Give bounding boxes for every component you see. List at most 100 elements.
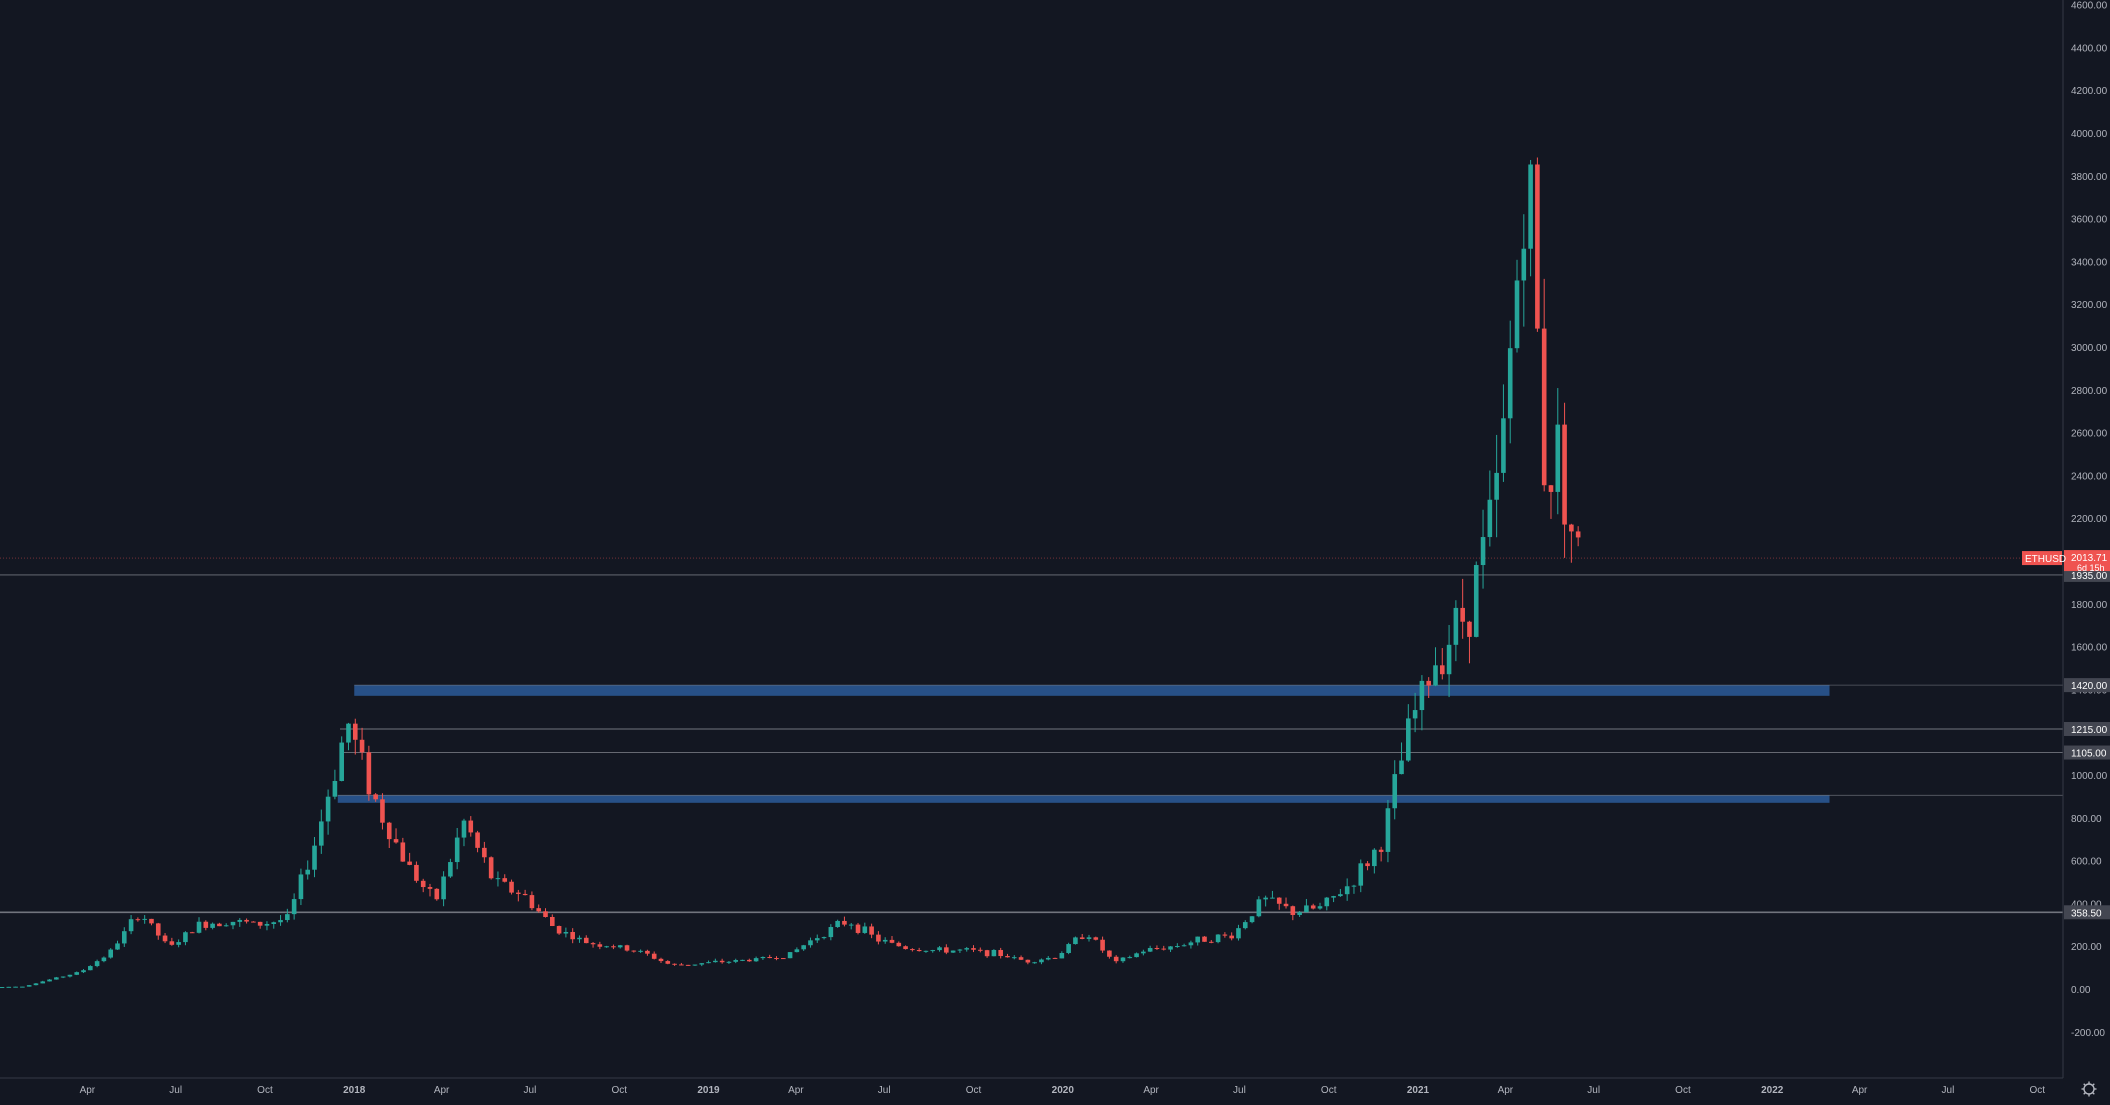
candle-body [964,948,970,950]
candle-body [808,940,813,946]
candle-body [1507,348,1513,419]
candle-body [1073,937,1078,945]
candle-body [1501,418,1506,473]
candle-body [910,949,915,951]
candle-body [930,950,936,952]
candle-body [278,920,283,923]
price-tick-label: 3400.00 [2071,257,2108,268]
labels-layer: 1935.00 1215.00 1105.00 358.50 1420.00 2013.7… [2022,550,2110,920]
candle-body [108,949,114,958]
time-tick-label: Oct [611,1085,627,1096]
candle-body [1283,903,1289,907]
candle-body [944,947,949,953]
candle-body [1154,948,1160,950]
candle-body [359,739,365,753]
price-tick-label: 3000.00 [2071,343,2108,354]
candle-body [624,945,630,951]
time-tick-label: Oct [2029,1085,2045,1096]
candle-body [183,932,188,943]
candle-body [203,921,209,928]
candle-body [1419,680,1425,711]
candle-body [1256,899,1262,917]
candle-body [386,822,392,840]
candle-body [509,881,514,893]
level-price-label-bg [2064,745,2110,760]
time-tick-label: 2019 [697,1085,720,1096]
candle-body [400,842,406,862]
time-tick-label: Apr [1143,1085,1159,1096]
price-tick-label: 4200.00 [2071,86,2108,97]
candle-body [1433,665,1438,686]
candle-body [13,986,18,988]
time-tick-label: Apr [788,1085,804,1096]
time-tick-label: Jul [1233,1085,1246,1096]
time-tick-label: Oct [966,1085,982,1096]
candle-body [332,780,338,797]
candle-body [1120,957,1126,962]
candle-body [971,948,976,950]
candle-body [740,959,745,961]
candle-body [1494,472,1499,500]
time-tick-label: Oct [257,1085,273,1096]
candle-body [176,942,181,945]
candle-body [611,946,616,948]
level-price-label: 1215.00 [2071,725,2108,736]
candle-body [264,924,270,926]
candle-body [658,958,664,962]
candle-body [1202,936,1207,942]
candle-body [760,956,766,959]
candle-body [427,887,433,889]
candle-body [862,926,868,933]
candle-body [1059,952,1065,959]
level-price-label-bg [2064,721,2110,736]
candle-body [434,888,440,900]
candle-body [319,821,324,846]
support-zone [354,685,1830,696]
candle-body [115,943,120,950]
candle-body [162,935,168,942]
candle-body [155,923,161,936]
price-tick-label: 0.00 [2071,985,2091,996]
candle-body [54,977,59,980]
price-axis-bg [2063,0,2110,1100]
candle-body [937,947,942,951]
candle-body [1317,906,1323,909]
candle-body [1385,808,1391,852]
candle-body [556,926,562,934]
candle-body [0,987,5,989]
level-price-label: 358.50 [2071,908,2102,919]
time-tick-label: 2018 [343,1085,366,1096]
candle-body [882,939,888,942]
candle-body [88,966,93,971]
candle-body [699,963,705,965]
candle-body [1297,912,1302,915]
candle-body [285,914,290,921]
candle-body [1134,953,1139,958]
candle-body [1372,849,1377,867]
candle-body [1453,607,1459,645]
candle-body [1406,718,1411,761]
candle-body [1365,863,1370,867]
candle-body [1018,957,1024,960]
candle-body [651,953,657,959]
candle-body [1195,936,1201,943]
current-price-tag [2064,550,2110,572]
candle-body [787,952,793,959]
candle-body [1426,680,1431,686]
candle-body [1562,424,1567,525]
candle-body [1175,946,1180,948]
candle-body [1263,897,1268,900]
gear-icon[interactable] [2081,1081,2097,1097]
candle-body [1011,957,1017,959]
price-tick-label: 400.00 [2071,899,2102,910]
candle-body [94,961,100,967]
price-axis[interactable]: -200.00 0.00 200.00 400.00 600.00 800.00 1000.… [2062,0,2110,1100]
candle-body [502,878,508,882]
candle-body [1045,957,1051,960]
time-tick-label: Apr [1852,1085,1868,1096]
candle-body [978,949,983,951]
time-axis[interactable]: Apr Jul Oct 2018 Apr Jul Oct 2019 Apr Jul Oct 2020 A… [0,1077,2110,1100]
